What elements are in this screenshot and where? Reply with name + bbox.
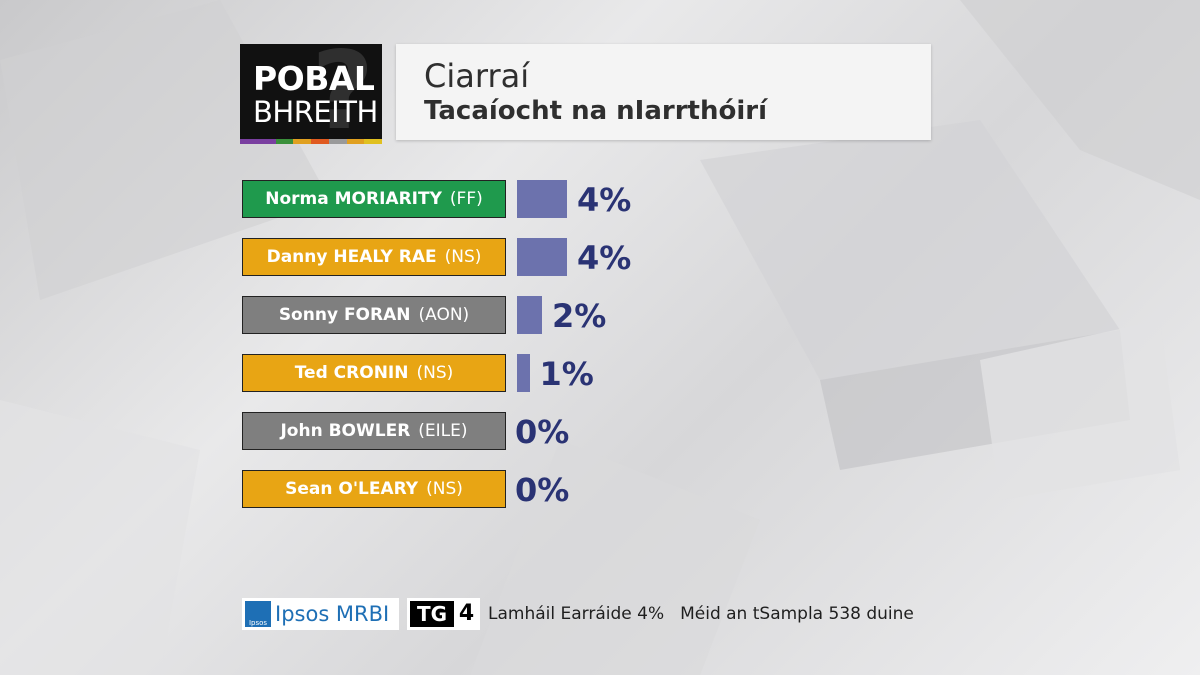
candidate-label: John BOWLER (EILE) xyxy=(242,412,506,450)
vote-share-value: 1% xyxy=(539,355,594,393)
candidate-label: Sean O'LEARY (NS) xyxy=(242,470,506,508)
logo-line-2: BHREITH xyxy=(253,95,378,129)
logo-stripe-segment xyxy=(328,139,347,144)
ipsos-mark-icon: Ipsos xyxy=(245,601,271,627)
candidate-row: Sean O'LEARY (NS) 0% xyxy=(242,470,942,510)
tg4-logo-tg: TG xyxy=(410,601,454,627)
candidate-party: (AON) xyxy=(418,305,470,325)
pobal-bhreith-logo: ? POBAL BHREITH xyxy=(240,44,382,144)
candidate-row: Norma MORIARITY (FF) 4% xyxy=(242,180,942,220)
candidate-party: (NS) xyxy=(444,247,482,267)
logo-stripe-segment xyxy=(364,139,382,144)
vote-share-value: 0% xyxy=(515,471,570,509)
logo-stripe-segment xyxy=(311,139,329,144)
survey-footnote: Lamháil Earráide 4% Méid an tSampla 538 d… xyxy=(488,598,914,630)
title-panel: Ciarraí Tacaíocht na nIarrthóirí xyxy=(396,44,931,140)
candidate-name: Ted CRONIN xyxy=(294,363,409,383)
candidate-party: (EILE) xyxy=(418,421,468,441)
logo-color-stripe xyxy=(240,139,382,144)
vote-share-bar xyxy=(517,238,567,276)
candidate-party: (NS) xyxy=(416,363,454,383)
candidate-label: Sonny FORAN (AON) xyxy=(242,296,506,334)
candidate-label: Norma MORIARITY (FF) xyxy=(242,180,506,218)
chart-subtitle: Tacaíocht na nIarrthóirí xyxy=(424,96,767,126)
candidate-label: Danny HEALY RAE (NS) xyxy=(242,238,506,276)
ipsos-brand-text: Ipsos MRBI xyxy=(275,602,390,626)
candidate-name: Sonny FORAN xyxy=(278,305,411,325)
ipsos-mrbi-logo: Ipsos Ipsos MRBI xyxy=(242,598,399,630)
vote-share-bar xyxy=(517,296,542,334)
vote-share-value: 4% xyxy=(577,181,632,219)
logo-question-mark: ? xyxy=(311,44,374,144)
logo-stripe-segment xyxy=(293,139,311,144)
logo-line-1: POBAL xyxy=(253,59,375,98)
candidate-row: Danny HEALY RAE (NS) 4% xyxy=(242,238,942,278)
candidate-name: Danny HEALY RAE xyxy=(266,247,437,267)
vote-share-bar xyxy=(517,180,567,218)
logo-stripe-segment xyxy=(240,139,258,144)
candidate-party: (NS) xyxy=(426,479,463,499)
candidate-row: Sonny FORAN (AON) 2% xyxy=(242,296,942,336)
logo-stripe-segment xyxy=(275,139,294,144)
logo-stripe-segment xyxy=(346,139,365,144)
vote-share-bar xyxy=(517,354,530,392)
margin-of-error: Lamháil Earráide 4% xyxy=(488,604,665,624)
tg4-logo: TG 4 xyxy=(407,598,480,630)
vote-share-value: 4% xyxy=(577,239,632,277)
candidate-party: (FF) xyxy=(449,189,483,209)
candidate-row: Ted CRONIN (NS) 1% xyxy=(242,354,942,394)
candidate-label: Ted CRONIN (NS) xyxy=(242,354,506,392)
vote-share-value: 0% xyxy=(515,413,570,451)
sample-size: Méid an tSampla 538 duine xyxy=(680,604,914,624)
vote-share-value: 2% xyxy=(552,297,607,335)
logo-stripe-segment xyxy=(257,139,276,144)
tg4-logo-4: 4 xyxy=(458,601,475,626)
candidate-row: John BOWLER (EILE) 0% xyxy=(242,412,942,452)
candidate-name: Sean O'LEARY xyxy=(285,479,419,499)
candidate-name: Norma MORIARITY xyxy=(265,189,442,209)
candidate-name: John BOWLER xyxy=(280,421,411,441)
constituency-title: Ciarraí xyxy=(424,57,530,95)
